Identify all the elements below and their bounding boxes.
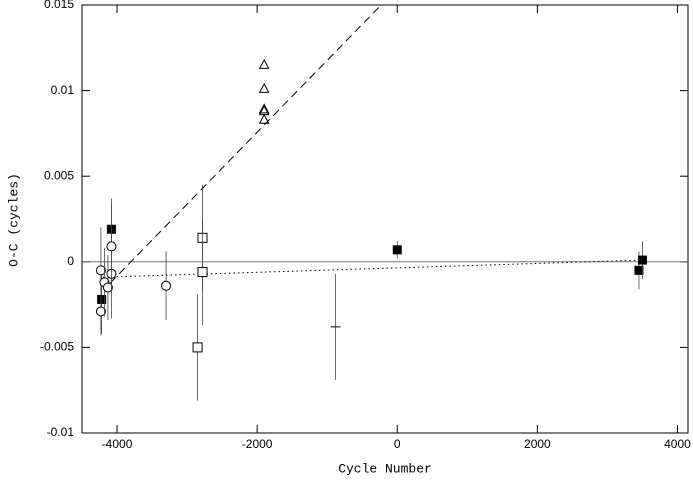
point	[197, 267, 208, 278]
y-tick-label: 0.015	[44, 0, 74, 11]
y-tick-label: 0	[67, 254, 74, 268]
fit-line	[103, 259, 643, 278]
x-tick-label: 2000	[524, 437, 551, 451]
point	[95, 265, 106, 276]
point	[637, 255, 647, 265]
point	[95, 306, 106, 317]
point	[258, 103, 270, 114]
fit-line	[109, 4, 382, 284]
point	[97, 294, 107, 304]
point	[392, 245, 402, 255]
x-axis-title: Cycle Number	[338, 461, 432, 476]
point	[258, 58, 270, 69]
plot-frame	[81, 4, 689, 434]
point	[258, 113, 270, 124]
point	[258, 82, 270, 93]
y-tick-label: -0.01	[47, 425, 75, 439]
point	[106, 241, 117, 252]
x-tick-label: 4000	[664, 437, 691, 451]
point	[192, 342, 203, 353]
x-tick-label: -4000	[102, 437, 133, 451]
y-axis-title: O-C (cycles)	[6, 173, 21, 267]
y-tick-label: -0.005	[40, 340, 74, 354]
point	[634, 265, 644, 275]
point	[161, 280, 172, 291]
x-tick-label: -2000	[242, 437, 273, 451]
y-tick-label: 0.01	[51, 83, 75, 97]
x-tick-label: 0	[394, 437, 401, 451]
y-tick-label: 0.005	[44, 168, 74, 182]
point	[102, 282, 113, 293]
